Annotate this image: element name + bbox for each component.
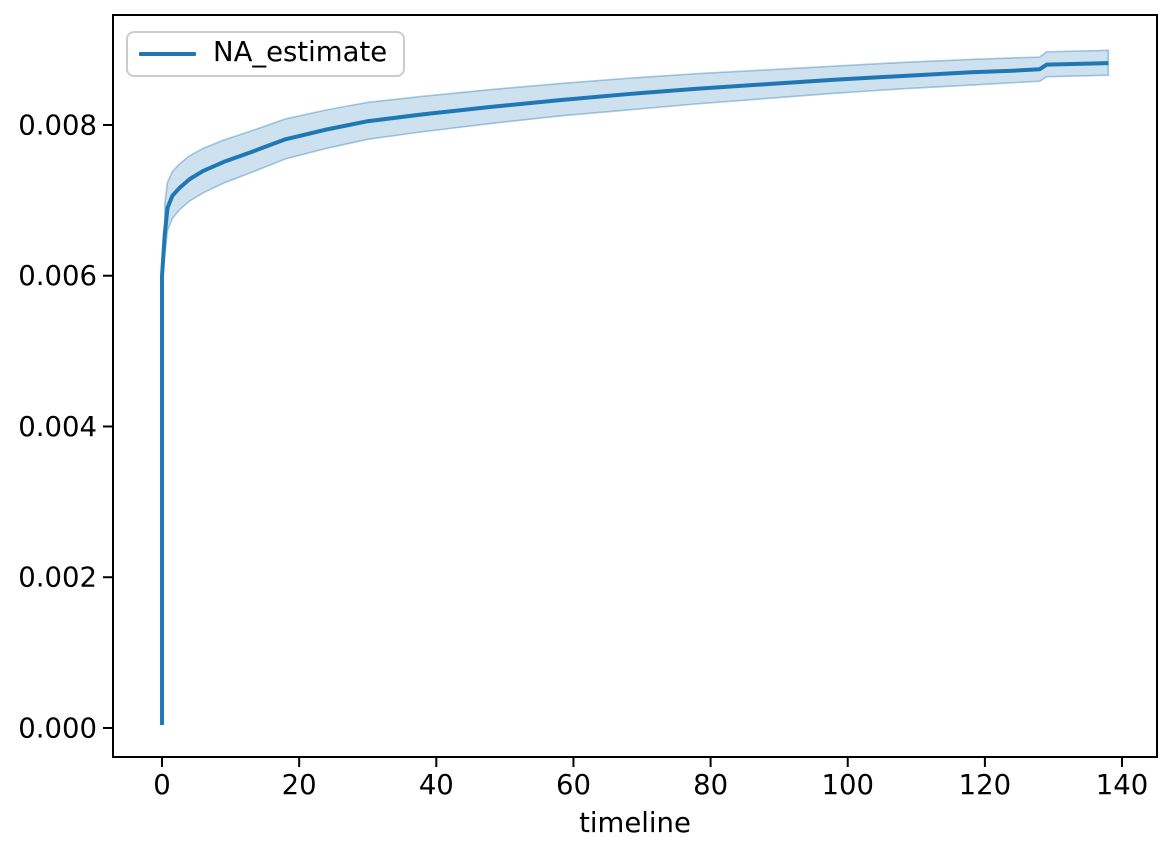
confidence-band [163, 49, 1110, 255]
legend-entry-label: NA_estimate [213, 35, 388, 68]
x-tick-label: 60 [556, 769, 591, 801]
x-tick-label: 80 [693, 769, 728, 801]
y-tick-label: 0.000 [18, 712, 97, 744]
y-tick-label: 0.002 [18, 562, 97, 594]
legend-line-sample [139, 52, 196, 56]
x-ticks: 0 20 40 60 80 100 120 140 [153, 757, 1148, 801]
y-tick-label: 0.006 [18, 260, 97, 292]
x-tick-label: 140 [1096, 769, 1149, 801]
y-tick-label: 0.004 [18, 411, 97, 443]
x-axis-label: timeline [579, 807, 691, 839]
y-ticks: 0.000 0.002 0.004 0.006 0.008 [18, 109, 113, 744]
axes-frame [112, 14, 1158, 758]
x-tick-label: 40 [419, 769, 454, 801]
x-tick-label: 100 [821, 769, 874, 801]
x-tick-label: 0 [153, 769, 171, 801]
x-tick-label: 20 [282, 769, 317, 801]
legend: NA_estimate [126, 31, 406, 77]
y-tick-label: 0.008 [18, 109, 97, 141]
estimate-line [160, 61, 1109, 725]
x-tick-label: 120 [959, 769, 1012, 801]
